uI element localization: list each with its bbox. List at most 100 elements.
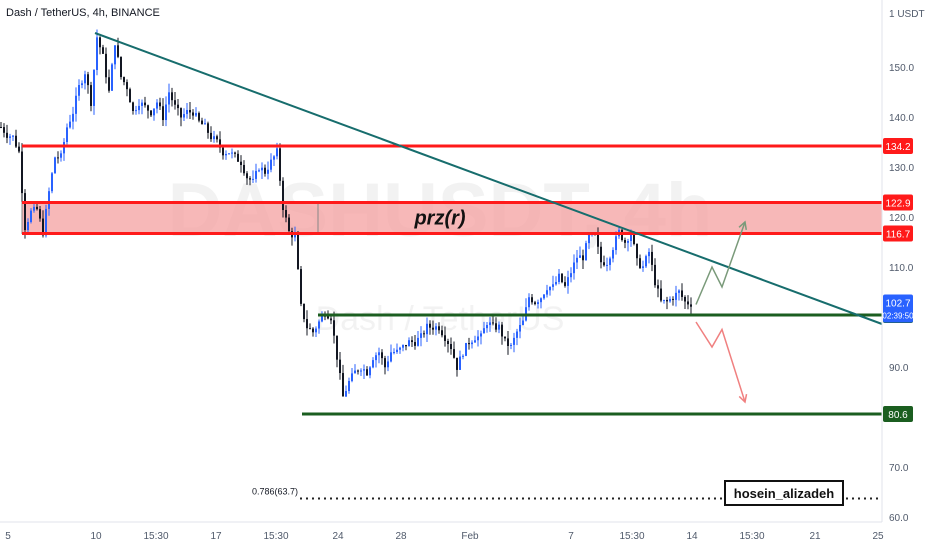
candle-body xyxy=(27,221,29,231)
candle-body xyxy=(90,85,92,106)
candle-body xyxy=(42,218,44,236)
candle-body xyxy=(360,370,362,372)
candle-body xyxy=(669,298,671,302)
candle-body xyxy=(333,320,335,336)
price-tick-label: 60.0 xyxy=(889,513,909,524)
candle-body xyxy=(111,64,113,91)
candle-body xyxy=(180,108,182,118)
levels-layer xyxy=(22,144,882,500)
candle-body xyxy=(492,322,494,324)
candle-body xyxy=(561,273,563,283)
candle-body xyxy=(87,74,89,86)
current-price-label: 102.7 xyxy=(885,299,910,310)
candle-body xyxy=(483,328,485,334)
candle-body xyxy=(171,92,173,101)
author-label: hosein_alizadeh xyxy=(734,486,834,501)
time-tick-label: 7 xyxy=(568,531,574,542)
candle-body xyxy=(144,102,146,106)
candle-body xyxy=(432,327,434,330)
candle-body xyxy=(267,169,269,174)
author-box xyxy=(724,480,844,506)
candle-body xyxy=(108,77,110,91)
time-tick-label: 28 xyxy=(395,531,407,542)
candle-body xyxy=(96,37,98,70)
candle-body xyxy=(612,250,614,259)
candle-body xyxy=(363,369,365,371)
candle-body xyxy=(630,233,632,241)
candle-body xyxy=(246,173,248,179)
candle-body xyxy=(330,318,332,321)
candle-body xyxy=(150,110,152,116)
candle-body xyxy=(558,273,560,282)
candle-body xyxy=(294,234,296,238)
bearish-scenario-arrow xyxy=(695,321,746,403)
candle-body xyxy=(438,326,440,331)
candle-body xyxy=(153,108,155,116)
candle-body xyxy=(75,95,77,114)
candle-body xyxy=(306,319,308,329)
candle-body xyxy=(378,352,380,356)
candle-body xyxy=(585,243,587,261)
candle-body xyxy=(276,148,278,157)
candle-body xyxy=(270,159,272,170)
time-tick-label: 14 xyxy=(686,531,698,542)
candle-body xyxy=(123,77,125,83)
candle-body xyxy=(351,373,353,381)
candle-body xyxy=(477,336,479,341)
time-axis[interactable]: 5 10 15:30 17 15:30 24 28 Feb 7 15:30 14 15:30 21 25 xyxy=(0,521,884,542)
candle-body xyxy=(33,206,35,211)
candle-body xyxy=(198,113,200,121)
candle-body xyxy=(534,302,536,305)
candle-body xyxy=(444,335,446,341)
candle-body xyxy=(99,37,101,48)
candle-body xyxy=(570,273,572,278)
candle-body xyxy=(183,114,185,118)
price-tick-label: 1 USDT xyxy=(889,9,925,20)
candle-body xyxy=(177,104,179,109)
time-tick-label: 10 xyxy=(90,531,102,542)
candle-body xyxy=(81,83,83,86)
candle-body xyxy=(3,127,5,133)
candle-body xyxy=(132,102,134,112)
candle-body xyxy=(12,135,14,137)
price-tick-label: 120.0 xyxy=(889,213,914,224)
candle-body xyxy=(39,209,41,219)
candle-body xyxy=(453,349,455,358)
candle-body xyxy=(624,240,626,243)
candle-body xyxy=(258,170,260,172)
candle-body xyxy=(72,113,74,122)
candle-body xyxy=(510,344,512,346)
candle-body xyxy=(600,246,602,263)
candle-body xyxy=(408,340,410,347)
candle-body xyxy=(66,127,68,143)
candle-body xyxy=(573,262,575,274)
annotation-layer: 0.786(63.7) prz(r) hosein_alizadeh xyxy=(252,208,844,506)
candle-body xyxy=(387,361,389,368)
watermark-description: Dash / TetherUS xyxy=(316,300,565,338)
candle-body xyxy=(186,109,188,115)
candle-body xyxy=(135,110,137,112)
time-tick-label: 15:30 xyxy=(619,531,644,542)
candle-body xyxy=(105,53,107,78)
bearish-scenario-arrow-head xyxy=(738,394,748,404)
candle-body xyxy=(507,338,509,346)
zone-layer xyxy=(21,202,882,234)
candle-body xyxy=(162,106,164,121)
candle-body xyxy=(48,191,50,209)
candle-body xyxy=(399,347,401,350)
price-tick-label: 90.0 xyxy=(889,363,909,374)
candle-body xyxy=(345,391,347,397)
candle-body xyxy=(552,284,554,287)
candle-body xyxy=(63,142,65,154)
candle-body xyxy=(636,244,638,259)
symbol-title: Dash / TetherUS, 4h, BINANCE xyxy=(6,7,160,19)
candle-body xyxy=(654,264,656,286)
candle-body xyxy=(117,45,119,57)
candle-body xyxy=(264,167,266,174)
candle-body xyxy=(516,331,518,338)
candle-body xyxy=(225,153,227,156)
candle-body xyxy=(489,322,491,325)
